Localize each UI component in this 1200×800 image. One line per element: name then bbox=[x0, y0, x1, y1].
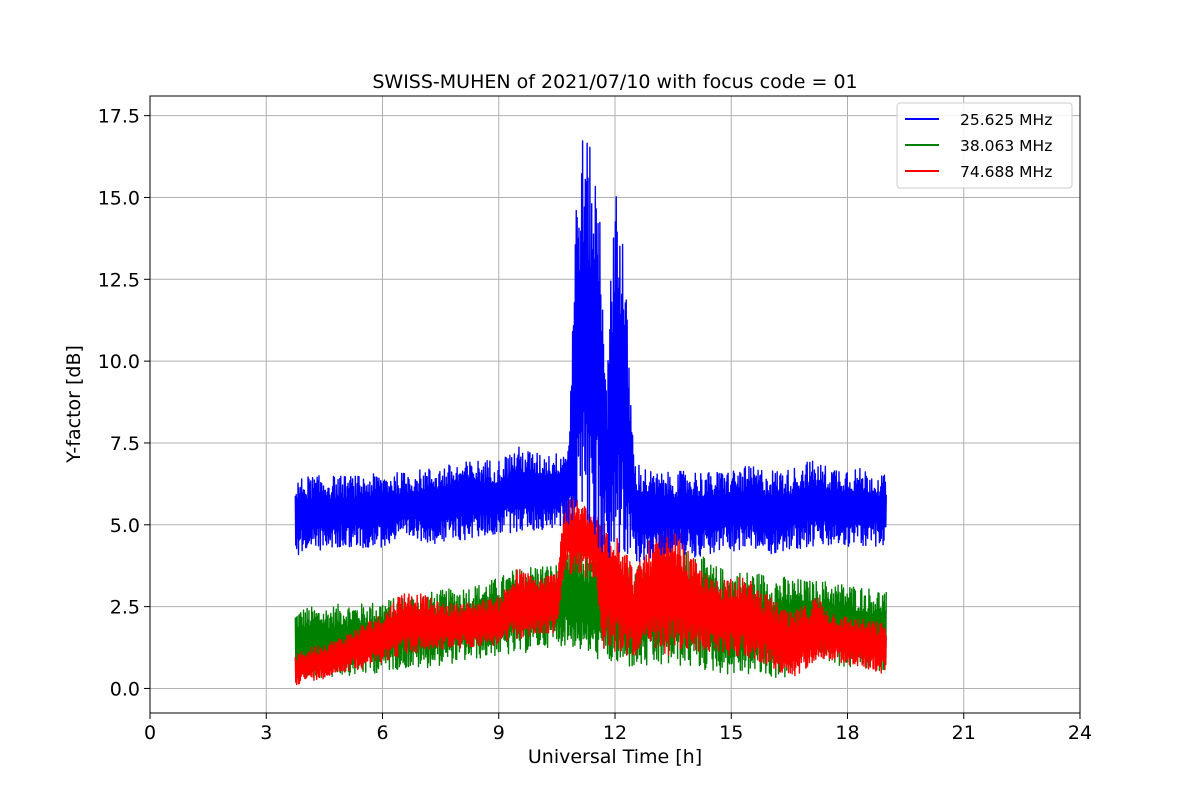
x-tick-label: 15 bbox=[719, 722, 743, 744]
y-tick-label: 12.5 bbox=[98, 269, 140, 291]
x-tick-label: 12 bbox=[603, 722, 627, 744]
x-tick-label: 6 bbox=[376, 722, 388, 744]
x-axis-label: Universal Time [h] bbox=[528, 746, 702, 768]
legend-label-red: 74.688 MHz bbox=[960, 163, 1052, 181]
x-tick-label: 9 bbox=[493, 722, 505, 744]
y-tick-label: 10.0 bbox=[98, 351, 140, 373]
x-tick-label: 0 bbox=[144, 722, 156, 744]
chart-title: SWISS-MUHEN of 2021/07/10 with focus cod… bbox=[372, 71, 857, 93]
series-line-red bbox=[294, 496, 887, 686]
x-tick-label: 18 bbox=[835, 722, 859, 744]
y-axis-label: Y-factor [dB] bbox=[63, 345, 85, 464]
series-line-blue bbox=[294, 140, 887, 562]
x-tick-label: 24 bbox=[1068, 722, 1092, 744]
series-layer bbox=[294, 140, 887, 686]
y-tick-label: 5.0 bbox=[110, 515, 140, 537]
y-tick-label: 17.5 bbox=[98, 106, 140, 128]
legend-box bbox=[896, 102, 1073, 189]
y-tick-label: 7.5 bbox=[110, 433, 140, 455]
x-tick-label: 3 bbox=[260, 722, 272, 744]
y-tick-label: 15.0 bbox=[98, 187, 140, 209]
legend: 25.625 MHz 38.063 MHz 74.688 MHz bbox=[896, 102, 1073, 189]
y-tick-label: 0.0 bbox=[110, 678, 140, 700]
legend-label-green: 38.063 MHz bbox=[960, 137, 1052, 155]
ticks: 0 3 6 9 12 15 18 21 24 0.0 2.5 5.0 7.5 10.0 12.5 15.0 17… bbox=[98, 106, 1092, 744]
x-tick-label: 21 bbox=[952, 722, 976, 744]
y-tick-label: 2.5 bbox=[110, 597, 140, 619]
legend-label-blue: 25.625 MHz bbox=[960, 111, 1052, 129]
